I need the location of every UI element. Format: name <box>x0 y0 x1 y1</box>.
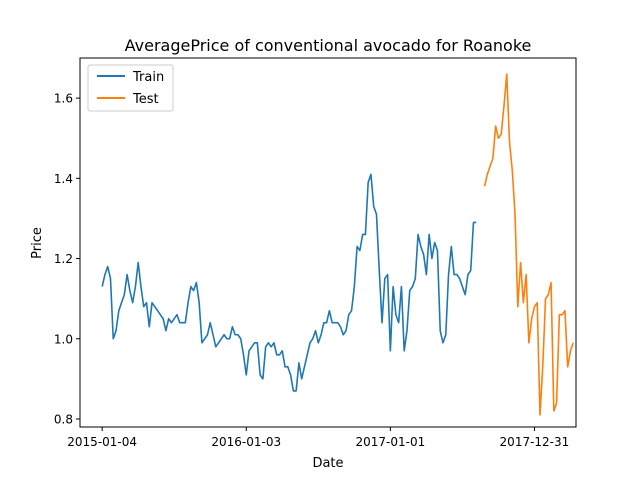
y-axis-label: Price <box>30 227 45 259</box>
series-layer <box>101 73 574 416</box>
x-tick-label: 2016-01-03 <box>211 435 281 449</box>
y-tick-label: 1.0 <box>54 332 73 346</box>
x-axis-label: Date <box>312 456 343 471</box>
legend-test-label: Test <box>132 92 159 107</box>
y-axis: 0.8 1.0 1.2 1.4 1.6 <box>54 92 80 426</box>
legend: Train Test <box>87 64 174 112</box>
chart-title: AveragePrice of conventional avocado for… <box>125 36 532 55</box>
x-tick-label: 2015-01-04 <box>67 435 137 449</box>
y-tick-label: 1.4 <box>54 172 73 186</box>
legend-train-label: Train <box>132 70 164 85</box>
y-tick-label: 0.8 <box>54 412 73 426</box>
series-line-test <box>483 73 574 416</box>
x-tick-label: 2017-01-01 <box>355 435 425 449</box>
x-tick-label: 2017-12-31 <box>500 435 570 449</box>
plot-frame <box>79 57 577 428</box>
x-axis: 2015-01-04 2016-01-03 2017-01-01 2017-12-31 <box>67 427 569 449</box>
series-line-train <box>101 173 477 392</box>
y-tick-label: 1.6 <box>54 92 73 106</box>
y-tick-label: 1.2 <box>54 252 73 266</box>
